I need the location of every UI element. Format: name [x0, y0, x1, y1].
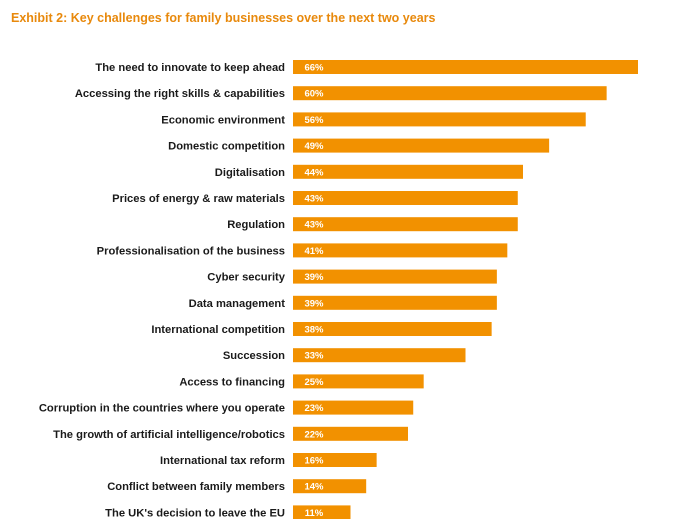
bar — [293, 322, 492, 336]
category-label: Professionalisation of the business — [97, 245, 285, 257]
bar-value-label: 49% — [304, 141, 324, 152]
bar — [293, 374, 424, 389]
bar — [293, 243, 508, 258]
bar-value-label: 56% — [304, 115, 324, 126]
bar-value-label: 11% — [305, 508, 324, 519]
category-label: The UK's decision to leave the EU — [105, 507, 285, 519]
bar — [293, 479, 367, 494]
category-label: Data management — [189, 298, 286, 310]
bar-value-label: 66% — [304, 63, 324, 74]
bar-value-label: 23% — [304, 403, 324, 414]
bar — [293, 60, 638, 74]
bar — [293, 86, 607, 101]
bar — [293, 112, 586, 127]
category-label: Domestic competition — [168, 141, 285, 153]
bar-value-label: 44% — [304, 167, 324, 178]
bar — [293, 348, 466, 363]
bar — [293, 217, 518, 232]
category-label: The growth of artificial intelligence/ro… — [53, 429, 285, 441]
category-label: Succession — [223, 350, 285, 362]
category-label: International competition — [151, 324, 285, 336]
bar-value-label: 16% — [304, 456, 324, 467]
chart-title: Exhibit 2: Key challenges for family bus… — [11, 11, 436, 25]
category-label: Accessing the right skills & capabilitie… — [75, 88, 285, 100]
bar — [293, 295, 497, 310]
bar-value-label: 25% — [304, 377, 324, 388]
category-label: The need to innovate to keep ahead — [95, 62, 285, 74]
bar — [293, 138, 550, 153]
bar-value-label: 60% — [304, 89, 324, 100]
category-label: Economic environment — [161, 114, 285, 126]
bar-value-label: 38% — [304, 325, 324, 336]
bar — [293, 505, 351, 519]
bar — [293, 453, 377, 467]
bar — [293, 426, 408, 441]
bar-value-label: 39% — [304, 298, 324, 309]
category-label: Corruption in the countries where you op… — [39, 403, 285, 415]
category-label: Cyber security — [207, 272, 286, 284]
bar — [293, 269, 497, 284]
category-label: Prices of energy & raw materials — [112, 193, 285, 205]
category-label: Conflict between family members — [107, 481, 285, 493]
category-label: Regulation — [227, 219, 285, 231]
category-label: International tax reform — [160, 455, 285, 467]
category-label: Access to financing — [179, 376, 285, 388]
bar-value-label: 39% — [304, 272, 324, 283]
bar-value-label: 43% — [304, 194, 324, 205]
bar — [293, 164, 523, 179]
bar — [293, 400, 414, 415]
bar-value-label: 43% — [304, 220, 324, 231]
bar-value-label: 33% — [304, 351, 324, 362]
bar-value-label: 41% — [304, 246, 324, 257]
category-label: Digitalisation — [215, 167, 285, 179]
bar-value-label: 22% — [304, 429, 324, 440]
bar-value-label: 14% — [304, 482, 324, 493]
bar — [293, 191, 518, 205]
